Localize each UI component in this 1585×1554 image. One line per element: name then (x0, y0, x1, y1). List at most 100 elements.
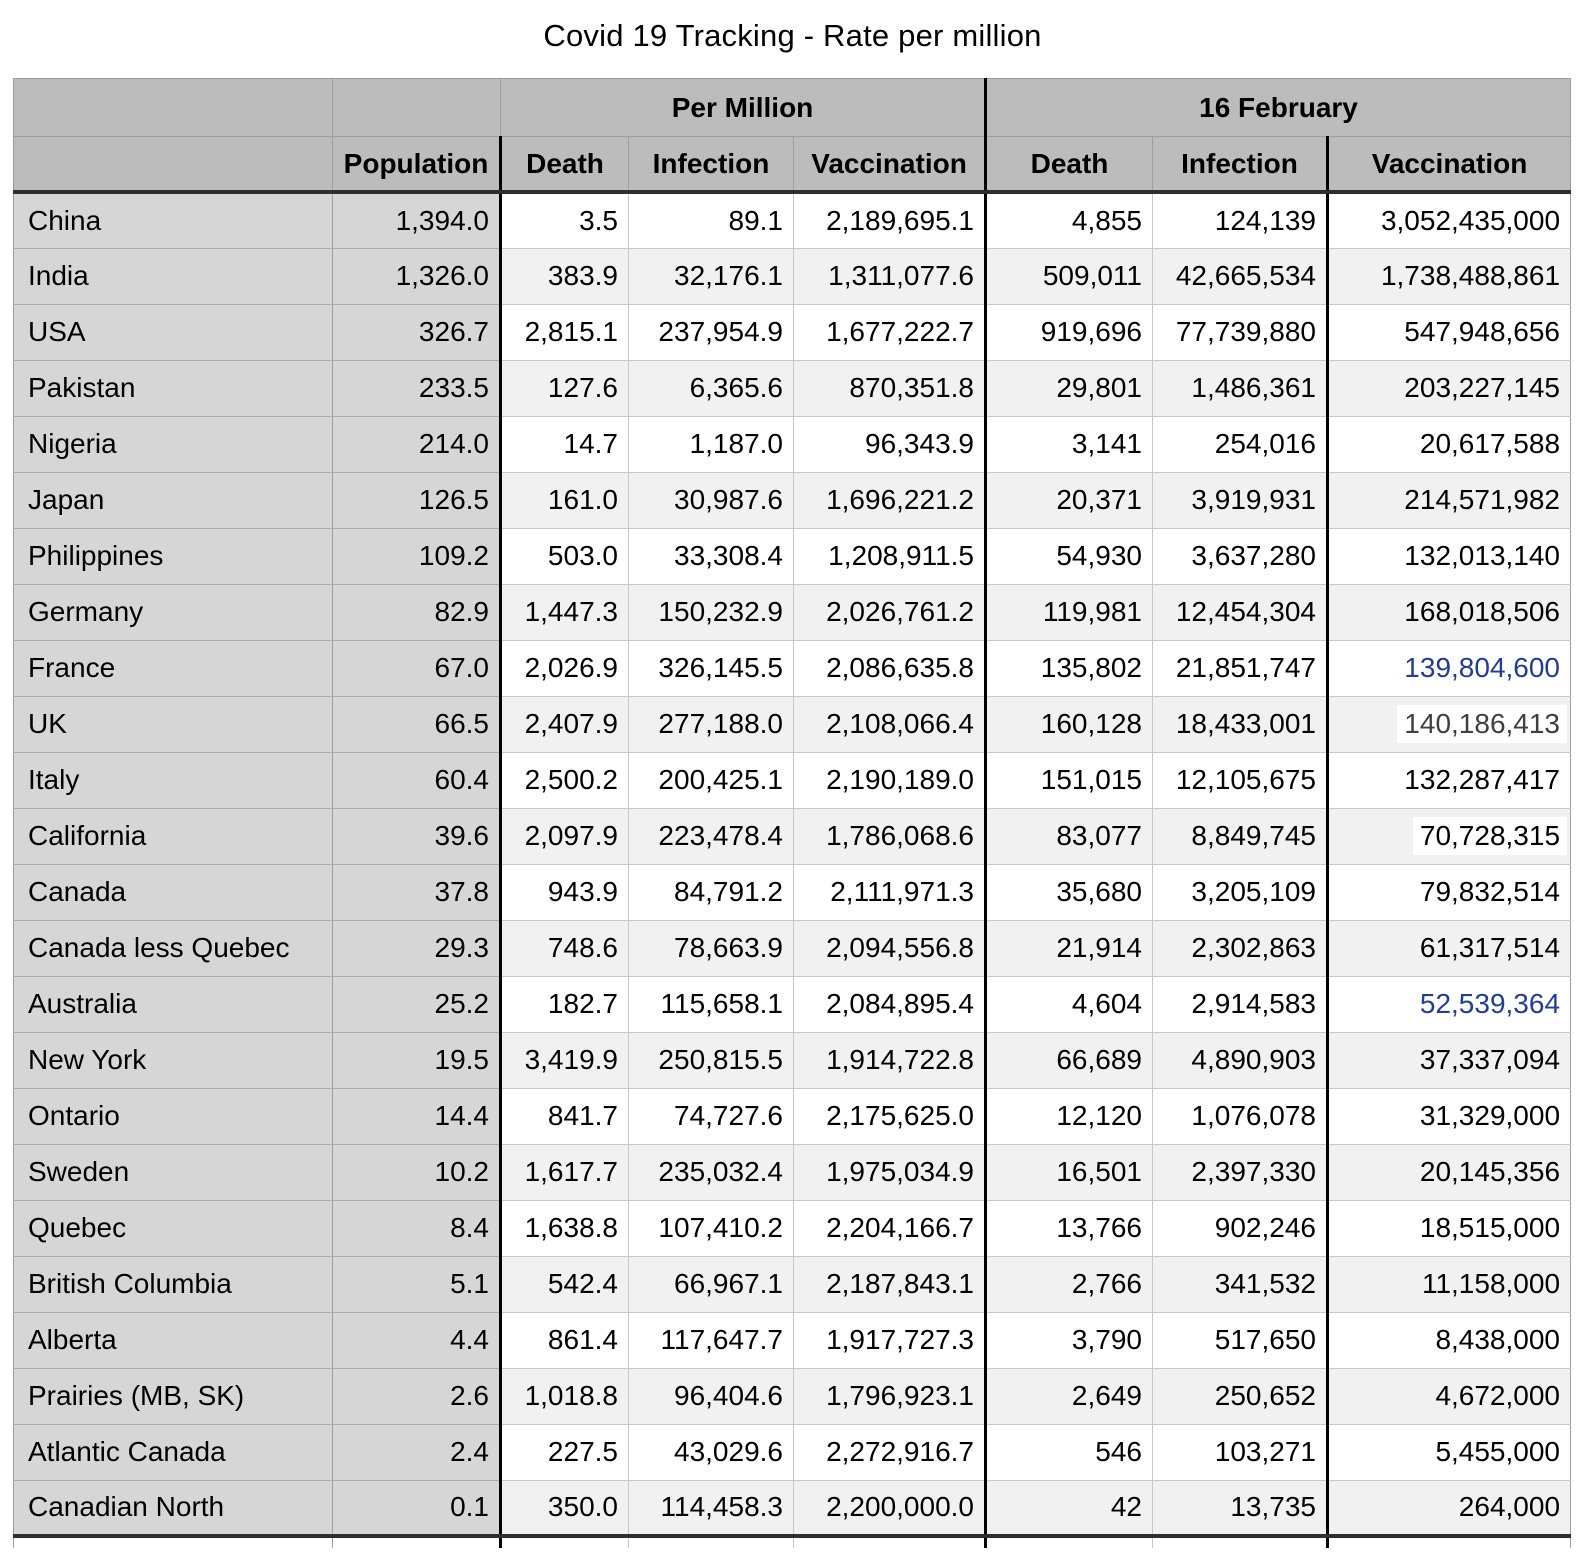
pm-death-cell: 1,617.7 (499, 1144, 629, 1201)
pm-death-cell: 3.5 (499, 192, 629, 249)
feb-infection-cell: 42,665,534 (1152, 248, 1328, 305)
feb-vaccination-cell: 168,018,506 (1325, 584, 1571, 641)
pm-vaccination-cell: 2,190,189.0 (793, 752, 986, 809)
feb-death-cell: 12,120 (984, 1088, 1153, 1145)
pm-death-cell: 841.7 (499, 1088, 629, 1145)
table-row: Quebec 8.4 1,638.8 107,410.2 2,204,166.7… (13, 1200, 1571, 1257)
table-row: Japan 126.5 161.0 30,987.6 1,696,221.2 2… (13, 472, 1571, 529)
pm-death-cell: 2,097.9 (499, 808, 629, 865)
population-cell: 8.4 (332, 1200, 501, 1257)
population-cell: 14.4 (332, 1088, 501, 1145)
pm-death-cell: 383.9 (499, 248, 629, 305)
feb-death-cell: 2,649 (984, 1368, 1153, 1425)
partial-row (13, 1536, 1571, 1548)
pm-death-cell: 182.7 (499, 976, 629, 1033)
row-label: Germany (13, 584, 333, 641)
feb-infection-cell: 254,016 (1152, 416, 1328, 473)
population-cell: 109.2 (332, 528, 501, 585)
population-cell: 82.9 (332, 584, 501, 641)
row-label: Canada (13, 864, 333, 921)
partial-cell (793, 1536, 986, 1548)
feb-infection-cell: 8,849,745 (1152, 808, 1328, 865)
population-cell: 326.7 (332, 304, 501, 361)
feb-vaccination-value: 79,832,514 (1419, 876, 1561, 907)
feb-infection-cell: 12,105,675 (1152, 752, 1328, 809)
feb-vaccination-cell: 11,158,000 (1325, 1256, 1571, 1313)
row-label: California (13, 808, 333, 865)
pm-death-cell: 14.7 (499, 416, 629, 473)
feb-death-cell: 151,015 (984, 752, 1153, 809)
pm-vaccination-cell: 1,696,221.2 (793, 472, 986, 529)
pm-infection-cell: 250,815.5 (628, 1032, 794, 1089)
feb-death-cell: 29,801 (984, 360, 1153, 417)
column-header-feb-infection: Infection (1152, 136, 1328, 194)
feb-infection-cell: 2,397,330 (1152, 1144, 1328, 1201)
table-body: China 1,394.0 3.5 89.1 2,189,695.1 4,855… (13, 192, 1571, 1538)
table-row: USA 326.7 2,815.1 237,954.9 1,677,222.7 … (13, 304, 1571, 361)
pm-vaccination-cell: 1,975,034.9 (793, 1144, 986, 1201)
pm-infection-cell: 32,176.1 (628, 248, 794, 305)
row-label: France (13, 640, 333, 697)
row-label: New York (13, 1032, 333, 1089)
feb-death-cell: 546 (984, 1424, 1153, 1481)
pm-infection-cell: 117,647.7 (628, 1312, 794, 1369)
table-row: Philippines 109.2 503.0 33,308.4 1,208,9… (13, 528, 1571, 585)
feb-vaccination-value: 20,145,356 (1419, 1156, 1561, 1187)
feb-death-cell: 2,766 (984, 1256, 1153, 1313)
partial-cell (984, 1536, 1153, 1548)
pm-death-cell: 350.0 (499, 1480, 629, 1538)
pm-death-cell: 3,419.9 (499, 1032, 629, 1089)
table-row: China 1,394.0 3.5 89.1 2,189,695.1 4,855… (13, 192, 1571, 249)
feb-vaccination-cell: 214,571,982 (1325, 472, 1571, 529)
pm-vaccination-cell: 2,189,695.1 (793, 192, 986, 249)
feb-vaccination-value: 203,227,145 (1404, 372, 1561, 403)
feb-vaccination-cell: 1,738,488,861 (1325, 248, 1571, 305)
feb-infection-cell: 12,454,304 (1152, 584, 1328, 641)
feb-death-cell: 135,802 (984, 640, 1153, 697)
feb-vaccination-cell: 203,227,145 (1325, 360, 1571, 417)
table-row: Nigeria 214.0 14.7 1,187.0 96,343.9 3,14… (13, 416, 1571, 473)
group-header-16-february: 16 February (983, 78, 1571, 137)
pm-vaccination-cell: 1,917,727.3 (793, 1312, 986, 1369)
feb-death-cell: 20,371 (984, 472, 1153, 529)
feb-vaccination-link[interactable]: 52,539,364 (1419, 988, 1561, 1019)
pm-infection-cell: 107,410.2 (628, 1200, 794, 1257)
pm-death-cell: 127.6 (499, 360, 629, 417)
pm-infection-cell: 115,658.1 (628, 976, 794, 1033)
population-cell: 1,326.0 (332, 248, 501, 305)
corner-cell-population-blank (332, 78, 501, 137)
feb-vaccination-cell: 140,186,413 (1325, 696, 1571, 753)
pm-infection-cell: 30,987.6 (628, 472, 794, 529)
feb-vaccination-value: 8,438,000 (1435, 1324, 1561, 1355)
table-row: Sweden 10.2 1,617.7 235,032.4 1,975,034.… (13, 1144, 1571, 1201)
pm-death-cell: 227.5 (499, 1424, 629, 1481)
pm-death-cell: 2,026.9 (499, 640, 629, 697)
feb-vaccination-cell: 79,832,514 (1325, 864, 1571, 921)
table-row: Ontario 14.4 841.7 74,727.6 2,175,625.0 … (13, 1088, 1571, 1145)
feb-death-cell: 160,128 (984, 696, 1153, 753)
feb-vaccination-cell: 132,287,417 (1325, 752, 1571, 809)
feb-vaccination-value: 547,948,656 (1404, 316, 1561, 347)
row-label: Quebec (13, 1200, 333, 1257)
feb-death-cell: 4,604 (984, 976, 1153, 1033)
feb-vaccination-cell: 547,948,656 (1325, 304, 1571, 361)
feb-vaccination-link[interactable]: 139,804,600 (1404, 652, 1561, 683)
feb-infection-cell: 1,486,361 (1152, 360, 1328, 417)
pm-vaccination-cell: 1,786,068.6 (793, 808, 986, 865)
table-row: Alberta 4.4 861.4 117,647.7 1,917,727.3 … (13, 1312, 1571, 1369)
feb-death-cell: 83,077 (984, 808, 1153, 865)
feb-vaccination-value: 11,158,000 (1421, 1268, 1561, 1299)
feb-infection-cell: 250,652 (1152, 1368, 1328, 1425)
partial-cell (332, 1536, 501, 1548)
feb-infection-cell: 3,637,280 (1152, 528, 1328, 585)
feb-vaccination-value: 4,672,000 (1435, 1380, 1561, 1411)
feb-vaccination-value: 5,455,000 (1435, 1436, 1561, 1467)
column-header-blank (13, 136, 333, 194)
pm-infection-cell: 223,478.4 (628, 808, 794, 865)
pm-death-cell: 2,815.1 (499, 304, 629, 361)
feb-infection-cell: 341,532 (1152, 1256, 1328, 1313)
pm-infection-cell: 150,232.9 (628, 584, 794, 641)
column-header-feb-vaccination: Vaccination (1325, 136, 1571, 194)
population-cell: 29.3 (332, 920, 501, 977)
